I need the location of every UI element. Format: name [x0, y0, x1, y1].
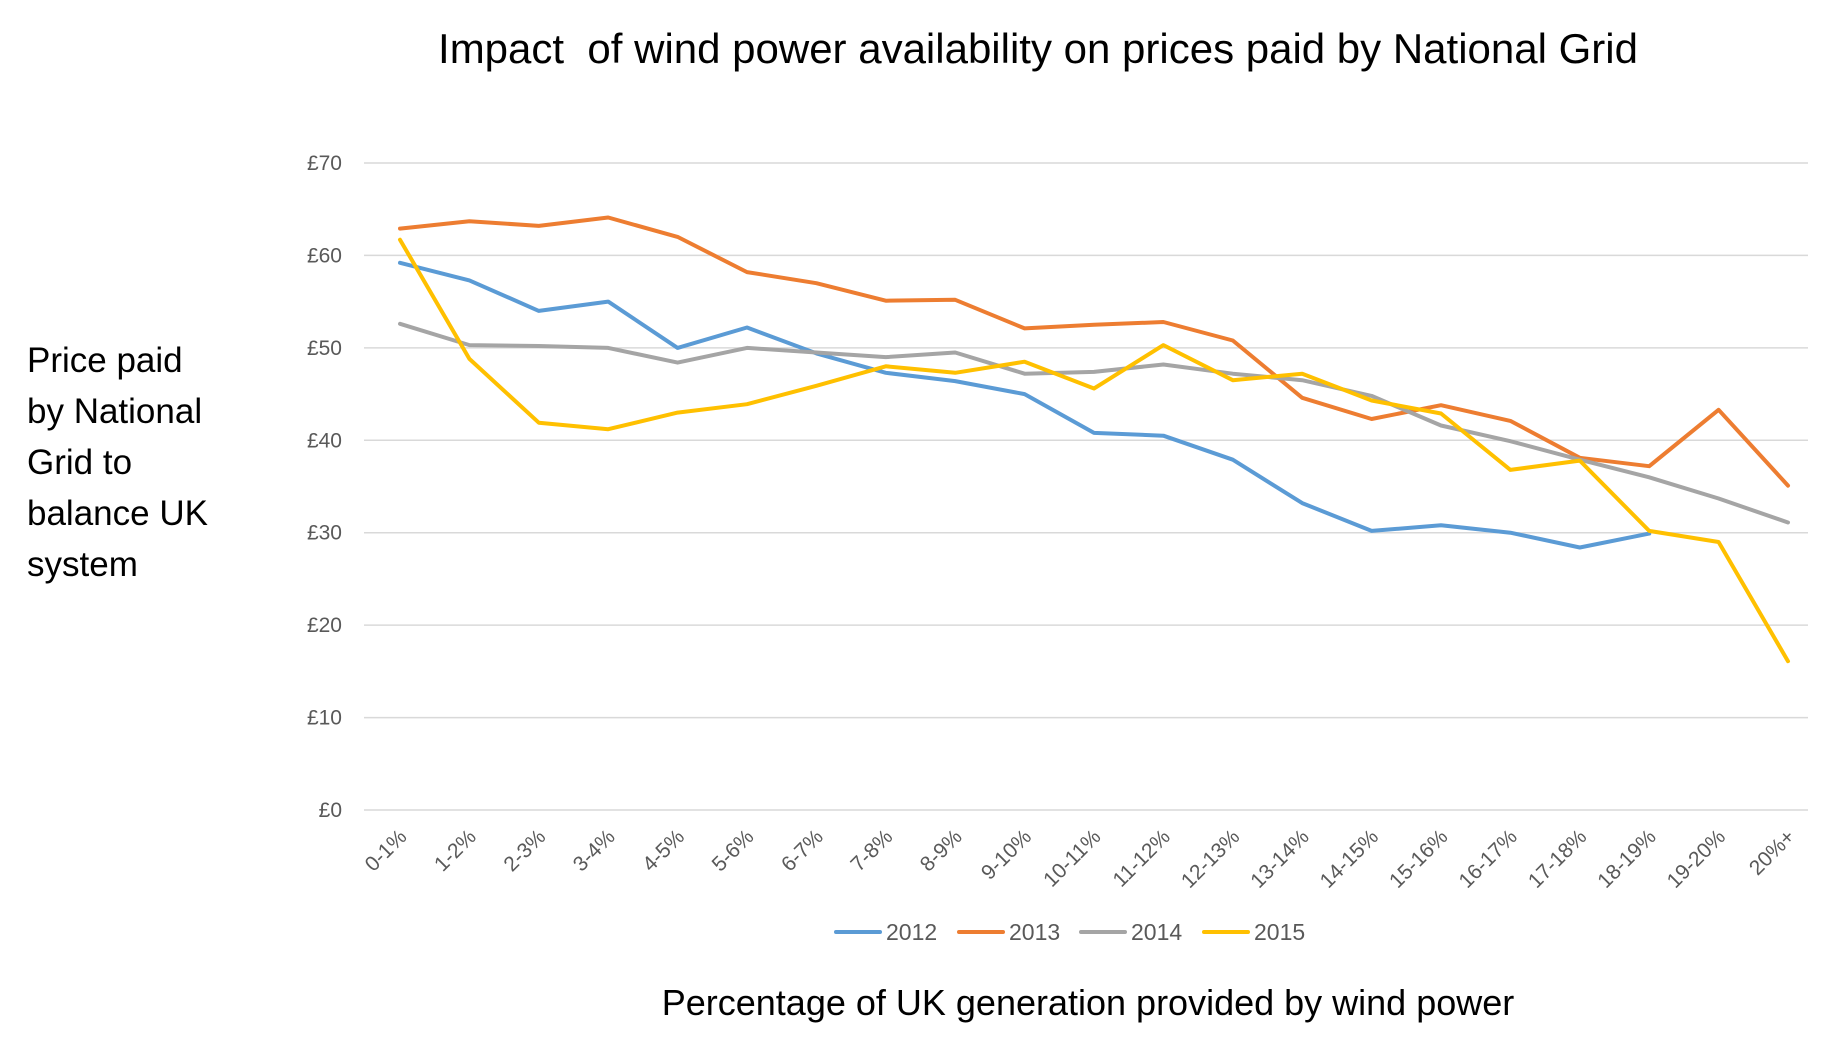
y-tick-label: £30	[307, 522, 342, 545]
x-axis-title: Percentage of UK generation provided by …	[662, 982, 1515, 1023]
y-tick-label: £60	[307, 244, 342, 267]
y-axis-title-line: system	[27, 545, 138, 584]
y-axis-title: Price paid by National Grid to balance UK sy…	[27, 341, 208, 584]
y-axis-title-line: by National	[27, 392, 202, 431]
series-line-2015	[398, 237, 1790, 664]
legend-label-2013: 2013	[1009, 919, 1060, 945]
y-tick-label: £10	[307, 707, 342, 730]
x-tick-label: 12-13%	[1177, 825, 1244, 892]
x-tick-label: 19-20%	[1663, 825, 1730, 892]
x-axis-ticks: 0-1% 1-2% 2-3% 3-4% 4-5% 5-6% 6-7% 7-8% 8-9% 9-10…	[361, 825, 1800, 892]
series-lines	[398, 215, 1790, 664]
y-tick-label: £40	[307, 429, 342, 452]
x-tick-label: 8-9%	[916, 825, 967, 876]
legend-label-2014: 2014	[1131, 919, 1182, 945]
x-tick-label: 6-7%	[777, 825, 828, 876]
series-line-2014	[398, 321, 1790, 525]
x-tick-label: 0-1%	[361, 825, 412, 876]
legend-label-2012: 2012	[886, 919, 937, 945]
x-tick-label: 11-12%	[1109, 825, 1175, 891]
chart-title: Impact of wind power availability on pri…	[438, 25, 1638, 72]
x-tick-label: 17-18%	[1524, 825, 1591, 892]
x-tick-label: 7-8%	[846, 825, 897, 876]
y-tick-label: £70	[307, 152, 342, 175]
series-line-2012	[398, 260, 1652, 550]
x-tick-label: 14-15%	[1316, 825, 1383, 892]
x-tick-label: 9-10%	[977, 825, 1036, 884]
x-tick-label: 10-11%	[1039, 825, 1105, 891]
x-tick-label: 2-3%	[499, 825, 550, 876]
y-axis-title-line: Price paid	[27, 341, 183, 380]
series-line-2013	[398, 215, 1790, 488]
x-tick-label: 4-5%	[638, 825, 689, 876]
legend: 2012 2013 2014 2015	[834, 919, 1305, 945]
x-tick-label: 18-19%	[1593, 825, 1660, 892]
x-tick-label: 15-16%	[1385, 825, 1452, 892]
gridlines	[364, 162, 1808, 811]
x-tick-label: 20%+	[1745, 825, 1800, 880]
x-tick-label: 1-2%	[430, 825, 481, 876]
y-tick-label: £20	[307, 614, 342, 637]
y-tick-label: £0	[319, 799, 342, 822]
y-axis-title-line: Grid to	[27, 443, 132, 482]
y-axis-ticks: £0 £10 £20 £30 £40 £50 £60 £70	[307, 152, 342, 822]
x-tick-label: 5-6%	[708, 825, 759, 876]
x-tick-label: 13-14%	[1246, 825, 1313, 892]
x-tick-label: 16-17%	[1454, 825, 1521, 892]
legend-label-2015: 2015	[1254, 919, 1305, 945]
x-tick-label: 3-4%	[569, 825, 620, 876]
y-tick-label: £50	[307, 337, 342, 360]
y-axis-title-line: balance UK	[27, 494, 208, 533]
